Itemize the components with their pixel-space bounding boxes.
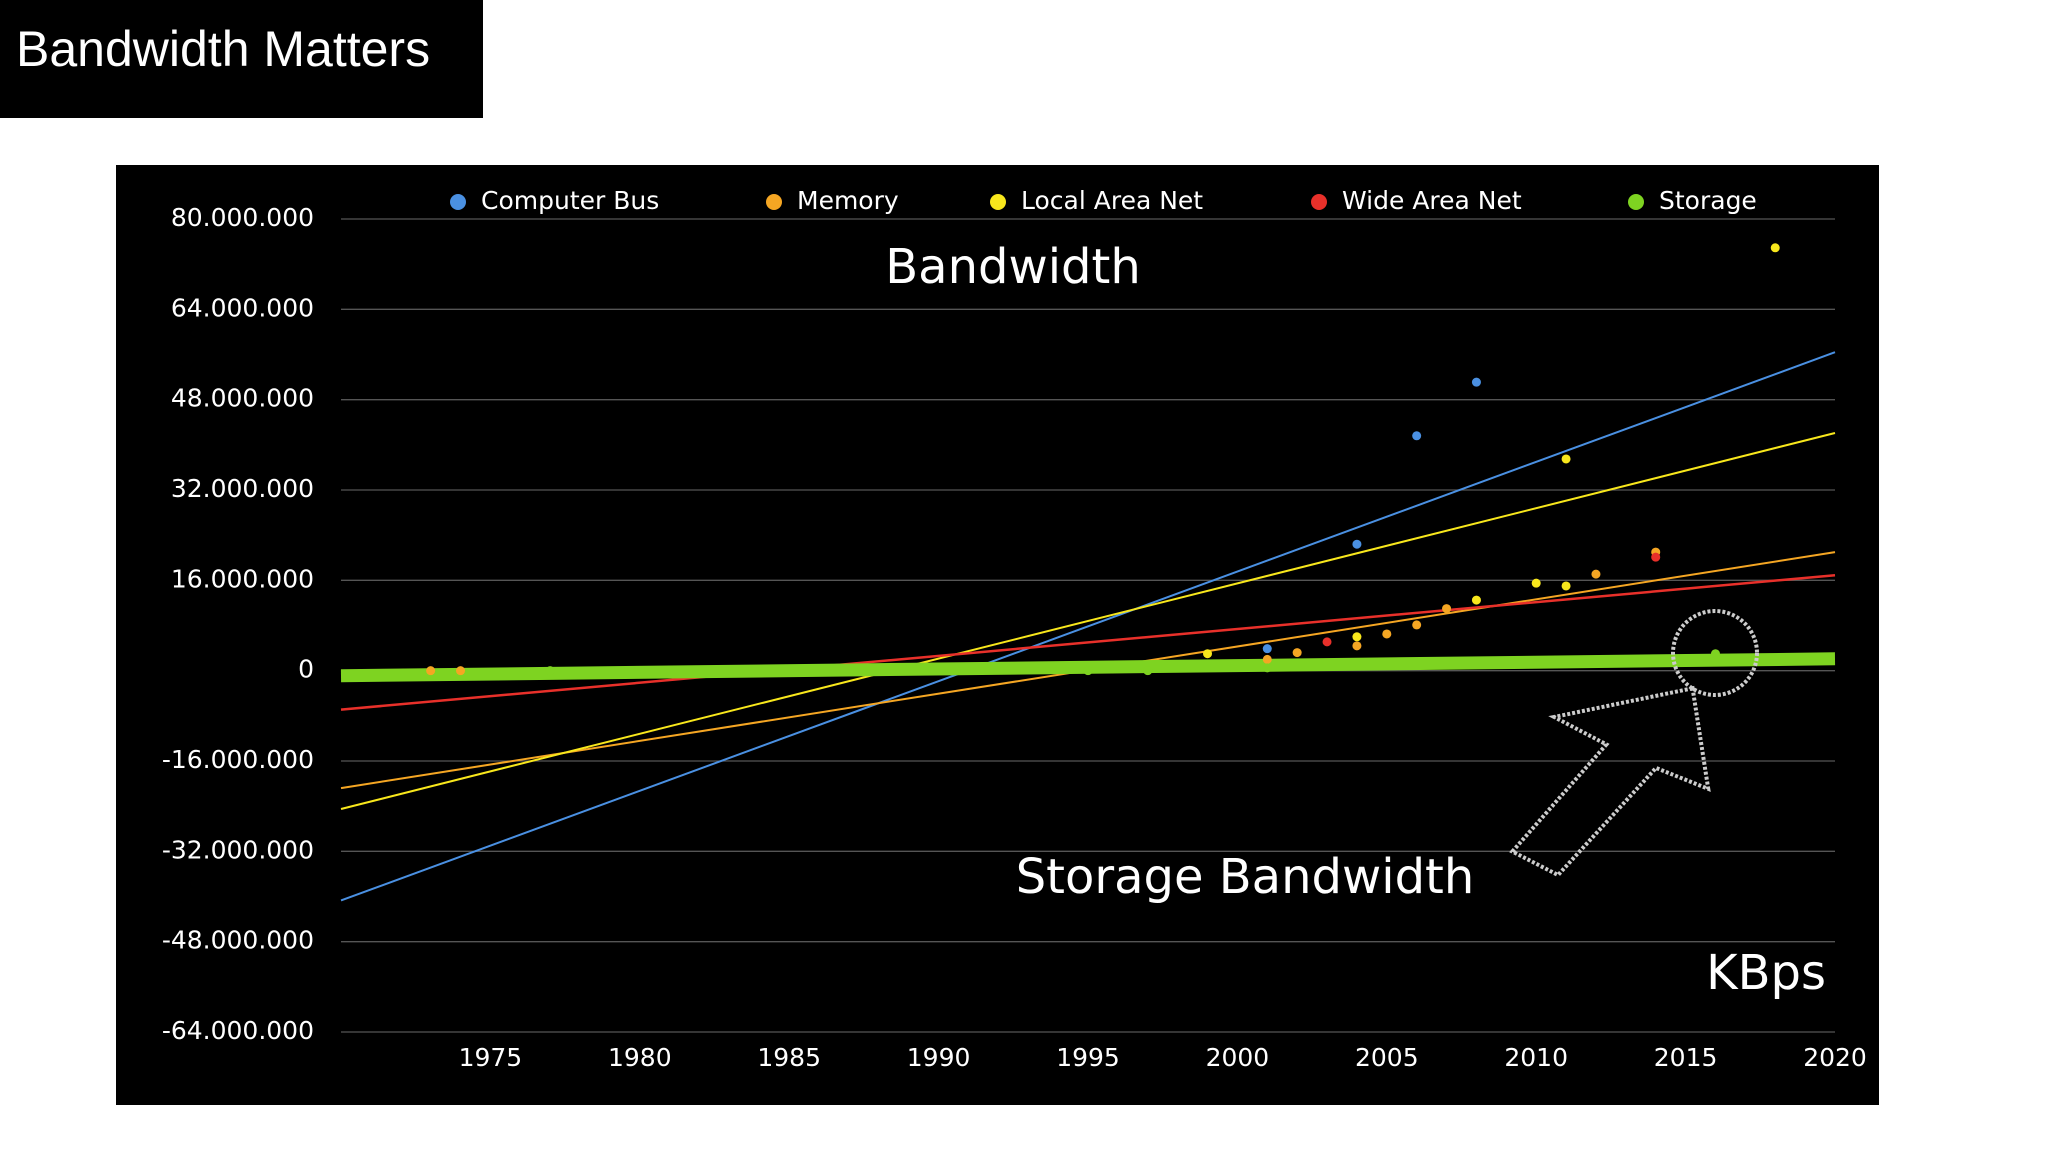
chart-background <box>116 165 1879 1105</box>
data-point <box>456 666 466 676</box>
x-tick-label: 2000 <box>1206 1043 1270 1072</box>
data-point <box>1591 569 1601 579</box>
x-tick-label: 1995 <box>1056 1043 1120 1072</box>
data-point <box>1352 632 1362 642</box>
data-point <box>1710 649 1720 659</box>
trend-line <box>340 574 1836 711</box>
legend-label: Storage <box>1659 186 1757 215</box>
y-tick-label: -16.000.000 <box>162 745 314 774</box>
data-point <box>1352 641 1362 651</box>
data-point <box>1412 620 1422 630</box>
y-tick-label: 48.000.000 <box>171 384 314 413</box>
data-point <box>1262 663 1272 673</box>
data-point <box>1651 552 1661 562</box>
data-point <box>1292 648 1302 658</box>
y-tick-label: 80.000.000 <box>171 203 314 232</box>
data-point <box>1262 644 1272 654</box>
y-tick-label: -64.000.000 <box>162 1016 314 1045</box>
legend-label: Memory <box>797 186 899 215</box>
chart: -64.000.000 -48.000.000 -32.000.000 -16.000… <box>116 165 1879 1105</box>
data-point <box>1471 595 1481 605</box>
data-point <box>1561 581 1571 591</box>
data-point <box>1412 431 1422 441</box>
legend-label: Computer Bus <box>481 186 659 215</box>
data-point <box>1143 666 1153 676</box>
data-point <box>1471 377 1481 387</box>
y-tick-label: -32.000.000 <box>162 835 314 864</box>
trend-line <box>340 351 1836 902</box>
x-tick-label: 2005 <box>1355 1043 1419 1072</box>
legend-label: Wide Area Net <box>1342 186 1522 215</box>
legend-marker <box>990 194 1006 210</box>
x-tick-label: 2010 <box>1504 1043 1568 1072</box>
data-point <box>1203 649 1213 659</box>
y-tick-label: -48.000.000 <box>162 926 314 955</box>
data-point <box>1531 578 1541 588</box>
data-point <box>1382 629 1392 639</box>
chart-title: Bandwidth <box>885 239 1141 295</box>
data-point <box>545 666 555 676</box>
y-tick-label: 0 <box>298 655 314 684</box>
data-point <box>1083 666 1093 676</box>
y-tick-label: 64.000.000 <box>171 293 314 322</box>
data-point <box>1770 243 1780 253</box>
x-tick-label: 2015 <box>1654 1043 1718 1072</box>
x-tick-label: 2020 <box>1803 1043 1867 1072</box>
legend-marker <box>1628 194 1644 210</box>
legend-marker <box>766 194 782 210</box>
trend-line <box>340 432 1836 810</box>
x-tick-label: 1980 <box>608 1043 672 1072</box>
x-tick-label: 1975 <box>459 1043 523 1072</box>
data-point <box>1442 604 1452 614</box>
slide-title: Bandwidth Matters <box>16 21 431 77</box>
data-point <box>1262 654 1272 664</box>
arrow <box>1509 685 1711 878</box>
y-tick-label: 32.000.000 <box>171 474 314 503</box>
y-tick-label: 16.000.000 <box>171 564 314 593</box>
legend-marker <box>450 194 466 210</box>
data-point <box>426 666 436 676</box>
data-point <box>1322 637 1332 647</box>
data-point <box>1561 454 1571 464</box>
highlight-circle <box>1671 609 1759 697</box>
x-tick-label: 1985 <box>757 1043 821 1072</box>
legend-label: Local Area Net <box>1021 186 1203 215</box>
unit-label: KBps <box>1706 945 1826 1001</box>
title-box: Bandwidth Matters <box>0 0 483 118</box>
annotation: Storage Bandwidth <box>1016 849 1475 905</box>
legend-marker <box>1311 194 1327 210</box>
x-tick-label: 1990 <box>907 1043 971 1072</box>
data-point <box>1352 539 1362 549</box>
